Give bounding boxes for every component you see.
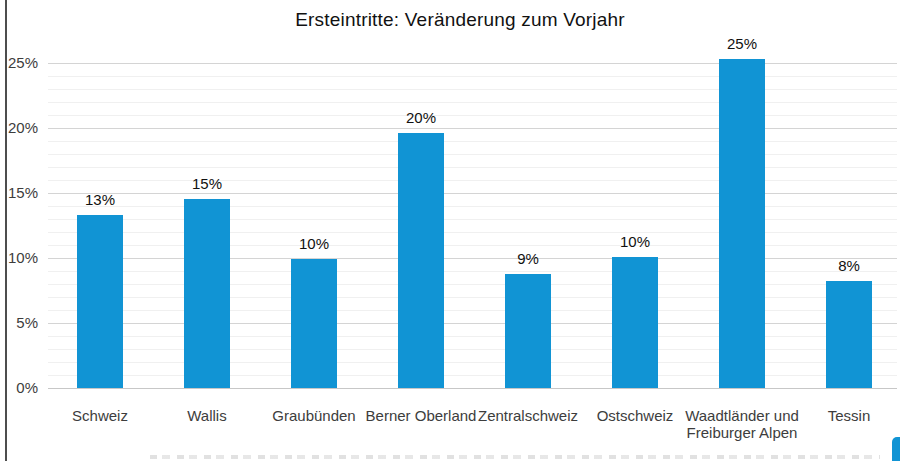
minor-gridline xyxy=(48,219,897,220)
bar-value-label: 13% xyxy=(60,191,140,209)
bar xyxy=(826,281,872,388)
major-gridline xyxy=(48,258,897,259)
minor-gridline xyxy=(48,349,897,350)
y-axis-tick-label: 20% xyxy=(0,119,38,137)
minor-gridline xyxy=(48,76,897,77)
minor-gridline xyxy=(48,89,897,90)
y-axis-tick-label: 15% xyxy=(0,184,38,202)
x-axis-category-label: Tessin xyxy=(785,407,900,424)
major-gridline xyxy=(48,323,897,324)
bar-value-label: 15% xyxy=(167,175,247,193)
minor-gridline xyxy=(48,141,897,142)
bar xyxy=(291,259,337,388)
bar xyxy=(612,257,658,388)
major-gridline xyxy=(48,128,897,129)
y-axis-tick-label: 0% xyxy=(0,379,38,397)
bar-value-label: 25% xyxy=(702,35,782,53)
minor-gridline xyxy=(48,284,897,285)
bar-value-label: 20% xyxy=(381,109,461,127)
y-axis-tick-label: 5% xyxy=(0,314,38,332)
bar-value-label: 10% xyxy=(595,233,675,251)
minor-gridline xyxy=(48,362,897,363)
minor-gridline xyxy=(48,102,897,103)
bar-value-label: 10% xyxy=(274,235,354,253)
y-axis-tick-label: 10% xyxy=(0,249,38,267)
minor-gridline xyxy=(48,310,897,311)
y-axis-tick-label: 25% xyxy=(0,54,38,72)
minor-gridline xyxy=(48,375,897,376)
major-gridline xyxy=(48,193,897,194)
minor-gridline xyxy=(48,232,897,233)
bar xyxy=(398,133,444,388)
bar xyxy=(77,215,123,388)
bar xyxy=(505,274,551,388)
bar-value-label: 8% xyxy=(809,257,889,275)
corner-blue-shape xyxy=(892,437,900,461)
chart-title: Ersteintritte: Veränderung zum Vorjahr xyxy=(20,9,900,31)
bar-chart: Ersteintritte: Veränderung zum Vorjahr 0… xyxy=(0,0,900,461)
minor-gridline xyxy=(48,154,897,155)
minor-gridline xyxy=(48,206,897,207)
x-axis-line xyxy=(48,388,897,389)
cutoff-text-strip xyxy=(150,455,880,459)
minor-gridline xyxy=(48,297,897,298)
bar xyxy=(184,199,230,388)
minor-gridline xyxy=(48,115,897,116)
minor-gridline xyxy=(48,167,897,168)
minor-gridline xyxy=(48,336,897,337)
minor-gridline xyxy=(48,245,897,246)
bar-value-label: 9% xyxy=(488,250,568,268)
minor-gridline xyxy=(48,271,897,272)
major-gridline xyxy=(48,63,897,64)
bar xyxy=(719,59,765,388)
